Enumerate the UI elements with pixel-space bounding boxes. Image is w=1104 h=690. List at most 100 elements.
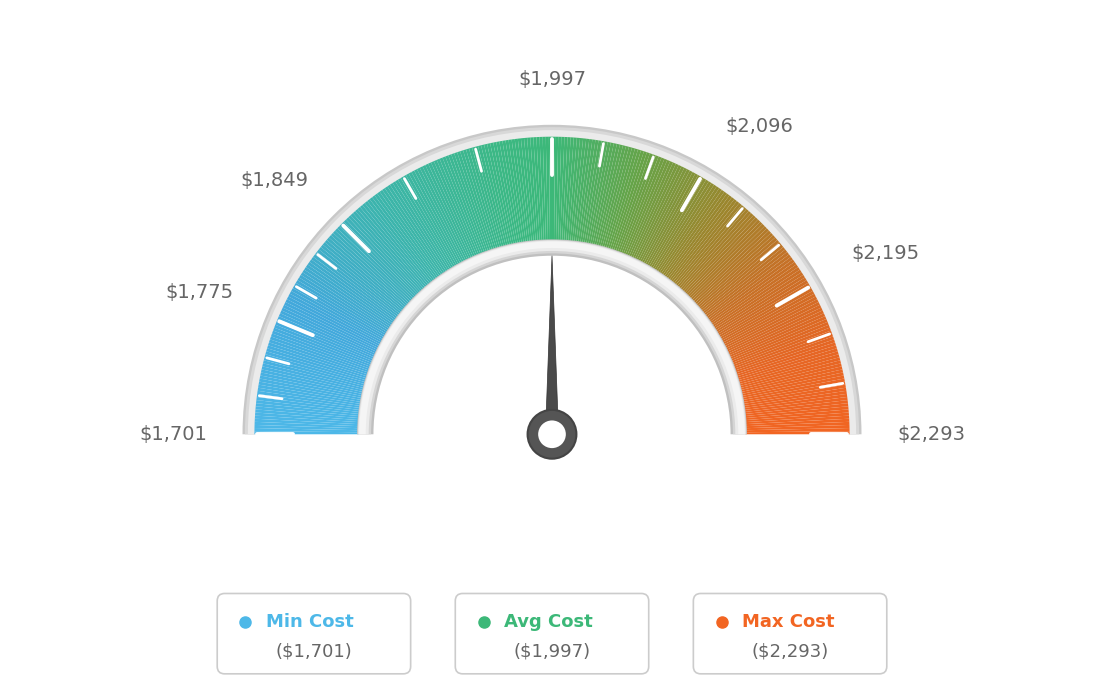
Wedge shape — [592, 144, 617, 246]
Wedge shape — [745, 422, 849, 428]
Wedge shape — [514, 139, 530, 242]
Wedge shape — [280, 310, 376, 355]
Wedge shape — [466, 148, 498, 249]
Wedge shape — [261, 369, 363, 394]
Wedge shape — [293, 286, 384, 339]
Wedge shape — [509, 139, 526, 243]
Wedge shape — [248, 130, 856, 434]
Wedge shape — [741, 366, 842, 392]
Wedge shape — [322, 242, 404, 311]
Wedge shape — [683, 215, 756, 293]
Wedge shape — [598, 146, 626, 247]
Wedge shape — [283, 305, 378, 352]
Wedge shape — [664, 192, 726, 278]
Wedge shape — [712, 267, 800, 327]
Wedge shape — [308, 262, 394, 324]
Wedge shape — [378, 192, 440, 278]
Wedge shape — [259, 379, 362, 400]
Wedge shape — [275, 322, 373, 363]
Wedge shape — [667, 195, 732, 280]
Wedge shape — [300, 272, 390, 331]
Wedge shape — [609, 150, 644, 250]
Wedge shape — [596, 144, 623, 246]
Wedge shape — [660, 188, 722, 275]
Wedge shape — [358, 240, 746, 434]
Wedge shape — [731, 322, 829, 363]
Wedge shape — [745, 409, 849, 420]
Wedge shape — [268, 342, 368, 377]
Wedge shape — [355, 209, 426, 289]
Wedge shape — [518, 138, 532, 242]
Wedge shape — [258, 384, 361, 404]
Wedge shape — [327, 237, 407, 308]
Wedge shape — [395, 179, 452, 270]
Wedge shape — [245, 127, 859, 434]
Wedge shape — [431, 161, 475, 257]
Wedge shape — [629, 161, 673, 257]
Wedge shape — [296, 280, 386, 336]
Wedge shape — [457, 151, 492, 251]
Wedge shape — [708, 257, 793, 321]
Wedge shape — [481, 144, 508, 246]
Wedge shape — [647, 175, 701, 267]
Wedge shape — [672, 201, 740, 284]
Wedge shape — [676, 205, 744, 286]
Wedge shape — [393, 181, 450, 271]
Wedge shape — [704, 252, 789, 317]
Text: $1,849: $1,849 — [240, 171, 308, 190]
Wedge shape — [702, 247, 785, 314]
Wedge shape — [743, 388, 847, 406]
Wedge shape — [681, 213, 753, 292]
Wedge shape — [463, 150, 496, 250]
Wedge shape — [666, 193, 730, 279]
Wedge shape — [630, 162, 676, 258]
Wedge shape — [697, 237, 777, 308]
Wedge shape — [588, 142, 611, 245]
Wedge shape — [604, 148, 635, 248]
Wedge shape — [261, 373, 363, 396]
Wedge shape — [736, 345, 837, 378]
Wedge shape — [537, 137, 544, 241]
Wedge shape — [725, 302, 820, 350]
Wedge shape — [729, 313, 825, 357]
Wedge shape — [286, 299, 380, 348]
Wedge shape — [265, 354, 365, 384]
Wedge shape — [269, 339, 369, 375]
Wedge shape — [737, 348, 838, 380]
Wedge shape — [357, 239, 747, 434]
Wedge shape — [434, 160, 477, 257]
Wedge shape — [741, 369, 843, 394]
Wedge shape — [578, 139, 595, 243]
Wedge shape — [255, 422, 359, 428]
Wedge shape — [412, 170, 463, 264]
Wedge shape — [662, 190, 724, 277]
Wedge shape — [374, 193, 438, 279]
Wedge shape — [487, 144, 512, 246]
Wedge shape — [273, 328, 371, 367]
FancyBboxPatch shape — [455, 593, 649, 674]
Wedge shape — [744, 406, 849, 418]
Wedge shape — [297, 277, 388, 334]
Wedge shape — [570, 138, 583, 242]
Wedge shape — [737, 351, 839, 382]
Wedge shape — [552, 137, 555, 241]
Wedge shape — [714, 272, 804, 331]
Wedge shape — [723, 297, 817, 346]
Wedge shape — [576, 139, 593, 243]
Wedge shape — [527, 137, 538, 242]
Wedge shape — [243, 125, 861, 434]
Wedge shape — [641, 170, 692, 264]
Wedge shape — [295, 283, 385, 337]
Wedge shape — [530, 137, 540, 242]
Wedge shape — [511, 139, 528, 243]
Wedge shape — [601, 146, 629, 248]
Wedge shape — [582, 140, 602, 244]
Wedge shape — [499, 141, 520, 244]
Wedge shape — [390, 183, 448, 272]
Circle shape — [528, 410, 576, 459]
Wedge shape — [562, 137, 571, 242]
Wedge shape — [584, 141, 605, 244]
Wedge shape — [654, 181, 711, 271]
Wedge shape — [721, 288, 813, 341]
Wedge shape — [744, 403, 848, 416]
